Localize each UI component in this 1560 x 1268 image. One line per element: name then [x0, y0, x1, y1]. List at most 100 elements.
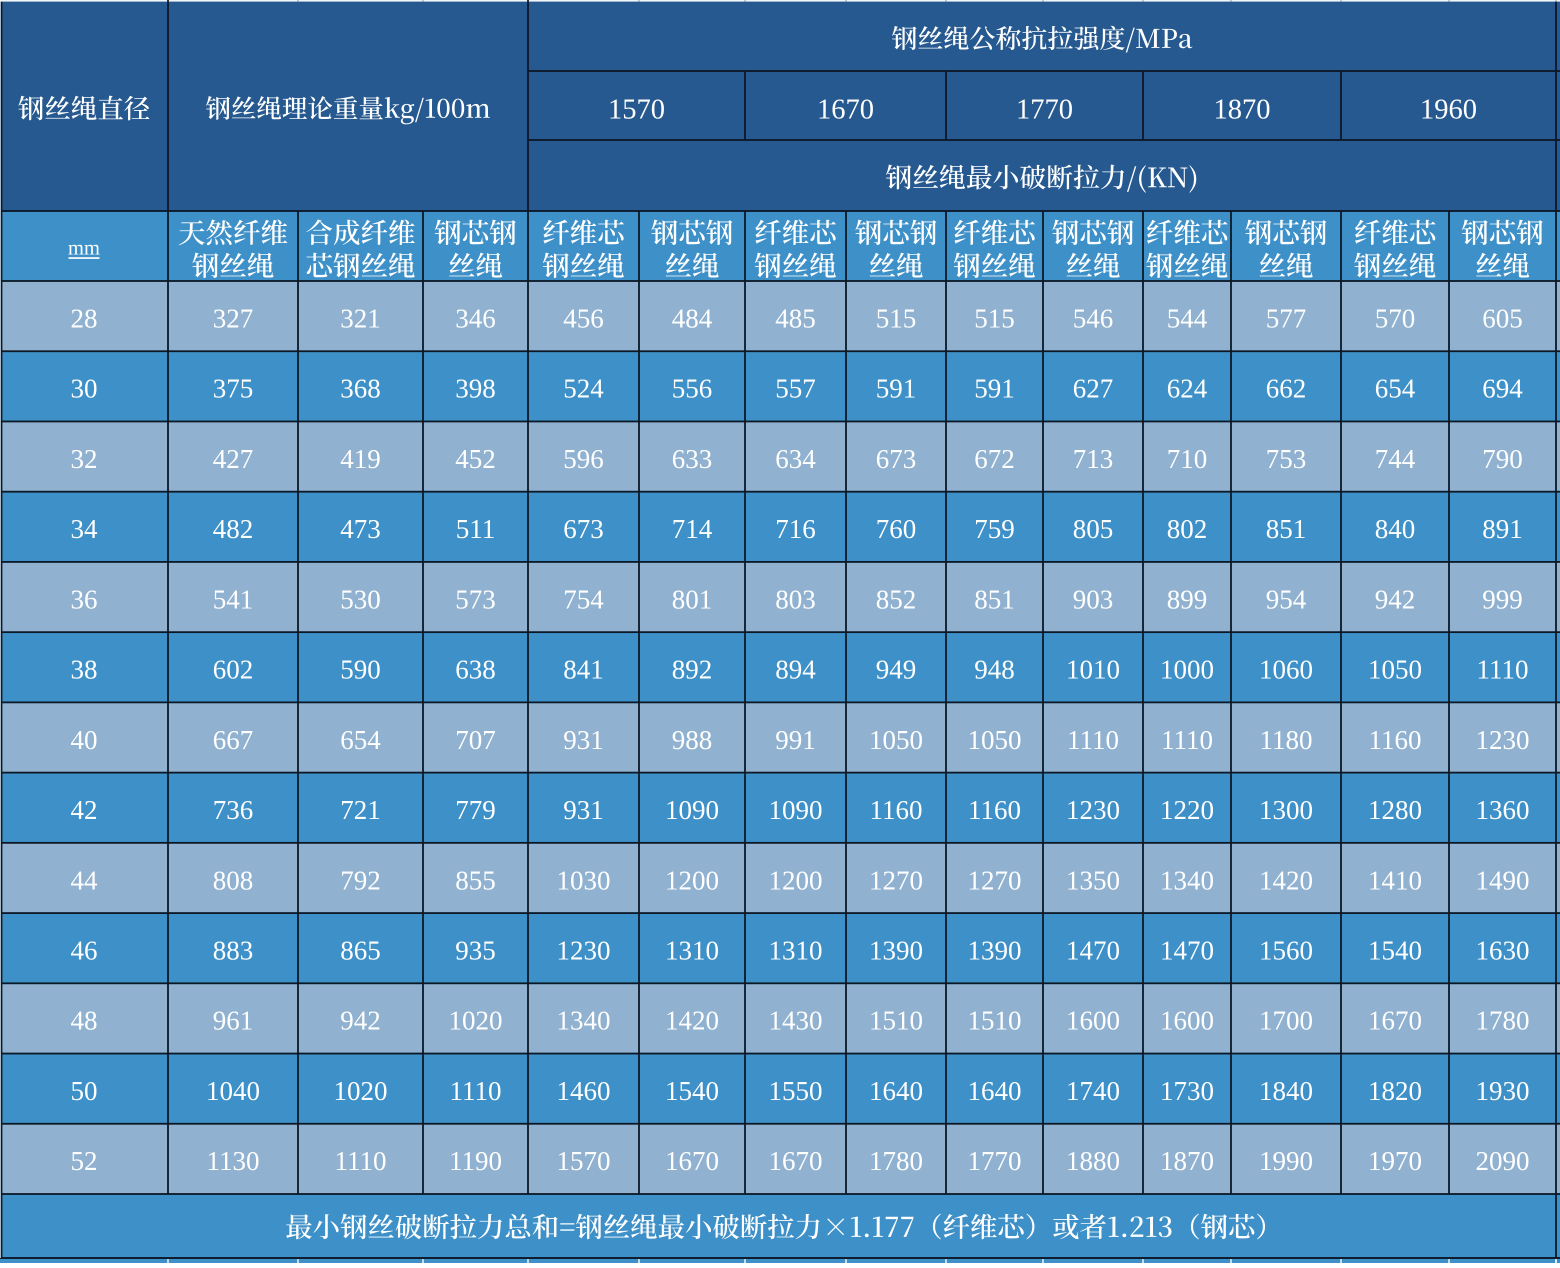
- svg-text:28: 28: [71, 303, 98, 333]
- svg-text:707: 707: [455, 725, 496, 755]
- svg-text:1970: 1970: [1368, 1146, 1422, 1176]
- svg-text:573: 573: [455, 584, 496, 614]
- svg-text:1990: 1990: [1259, 1146, 1313, 1176]
- svg-text:1570: 1570: [608, 94, 665, 125]
- svg-text:1640: 1640: [869, 1076, 923, 1106]
- svg-text:1110: 1110: [335, 1146, 387, 1176]
- svg-text:942: 942: [1375, 584, 1416, 614]
- svg-text:694: 694: [1482, 374, 1523, 404]
- svg-text:602: 602: [213, 655, 254, 685]
- svg-text:1840: 1840: [1259, 1076, 1313, 1106]
- svg-text:892: 892: [672, 655, 713, 685]
- svg-text:759: 759: [974, 514, 1015, 544]
- svg-text:760: 760: [876, 514, 917, 544]
- svg-text:999: 999: [1482, 584, 1523, 614]
- svg-text:44: 44: [71, 865, 99, 895]
- svg-text:667: 667: [213, 725, 254, 755]
- svg-text:841: 841: [563, 655, 604, 685]
- svg-text:753: 753: [1266, 444, 1307, 474]
- svg-text:931: 931: [563, 795, 604, 825]
- svg-text:1110: 1110: [1477, 655, 1529, 685]
- svg-text:627: 627: [1073, 374, 1114, 404]
- svg-text:1190: 1190: [449, 1146, 502, 1176]
- svg-text:1060: 1060: [1259, 655, 1313, 685]
- svg-text:1420: 1420: [1259, 865, 1313, 895]
- svg-text:1700: 1700: [1259, 1006, 1313, 1036]
- svg-text:736: 736: [213, 795, 254, 825]
- svg-text:988: 988: [672, 725, 713, 755]
- svg-text:1270: 1270: [968, 865, 1022, 895]
- svg-text:638: 638: [455, 655, 496, 685]
- svg-text:714: 714: [672, 514, 713, 544]
- svg-text:42: 42: [71, 795, 98, 825]
- svg-text:1670: 1670: [817, 94, 874, 125]
- svg-text:1740: 1740: [1066, 1076, 1120, 1106]
- svg-text:1230: 1230: [1476, 725, 1530, 755]
- svg-text:mm: mm: [68, 238, 100, 260]
- svg-text:1430: 1430: [769, 1006, 823, 1036]
- svg-text:1280: 1280: [1368, 795, 1422, 825]
- svg-text:1230: 1230: [557, 936, 611, 966]
- svg-text:949: 949: [876, 655, 917, 685]
- svg-text:1780: 1780: [869, 1146, 923, 1176]
- svg-text:744: 744: [1375, 444, 1416, 474]
- svg-text:803: 803: [775, 584, 816, 614]
- svg-text:1670: 1670: [1368, 1006, 1422, 1036]
- svg-text:1110: 1110: [1067, 725, 1119, 755]
- svg-text:1040: 1040: [206, 1076, 260, 1106]
- svg-text:1300: 1300: [1259, 795, 1313, 825]
- svg-text:1770: 1770: [968, 1146, 1022, 1176]
- svg-text:427: 427: [213, 444, 254, 474]
- svg-text:805: 805: [1073, 514, 1114, 544]
- svg-text:754: 754: [563, 584, 604, 614]
- svg-text:36: 36: [71, 584, 98, 614]
- svg-text:1390: 1390: [869, 936, 923, 966]
- svg-text:654: 654: [340, 725, 381, 755]
- svg-text:1230: 1230: [1066, 795, 1120, 825]
- svg-text:398: 398: [455, 374, 496, 404]
- svg-text:591: 591: [876, 374, 917, 404]
- svg-text:1360: 1360: [1476, 795, 1530, 825]
- svg-text:1030: 1030: [557, 865, 611, 895]
- svg-text:1640: 1640: [968, 1076, 1022, 1106]
- svg-text:808: 808: [213, 865, 254, 895]
- svg-text:50: 50: [71, 1076, 98, 1106]
- svg-text:556: 556: [672, 374, 713, 404]
- svg-text:1390: 1390: [968, 936, 1022, 966]
- svg-text:524: 524: [563, 374, 604, 404]
- svg-text:942: 942: [340, 1006, 381, 1036]
- svg-text:1130: 1130: [207, 1146, 260, 1176]
- svg-text:716: 716: [775, 514, 816, 544]
- svg-text:662: 662: [1266, 374, 1307, 404]
- svg-text:321: 321: [340, 303, 381, 333]
- svg-text:2090: 2090: [1476, 1146, 1530, 1176]
- svg-text:473: 473: [340, 514, 381, 544]
- svg-text:852: 852: [876, 584, 917, 614]
- svg-text:52: 52: [71, 1146, 98, 1176]
- svg-text:855: 855: [455, 865, 496, 895]
- svg-text:30: 30: [71, 374, 98, 404]
- svg-text:1020: 1020: [449, 1006, 503, 1036]
- svg-text:1820: 1820: [1368, 1076, 1422, 1106]
- svg-text:1600: 1600: [1066, 1006, 1120, 1036]
- svg-text:577: 577: [1266, 303, 1307, 333]
- svg-text:1270: 1270: [869, 865, 923, 895]
- svg-text:948: 948: [974, 655, 1015, 685]
- svg-text:961: 961: [213, 1006, 254, 1036]
- svg-text:672: 672: [974, 444, 1015, 474]
- svg-text:721: 721: [340, 795, 381, 825]
- svg-text:654: 654: [1375, 374, 1416, 404]
- svg-text:1960: 1960: [1420, 94, 1477, 125]
- svg-text:710: 710: [1167, 444, 1208, 474]
- svg-text:634: 634: [775, 444, 816, 474]
- svg-text:790: 790: [1482, 444, 1523, 474]
- svg-text:40: 40: [71, 725, 98, 755]
- svg-text:515: 515: [876, 303, 917, 333]
- svg-text:1310: 1310: [769, 936, 823, 966]
- svg-text:1560: 1560: [1259, 936, 1313, 966]
- svg-text:46: 46: [71, 936, 98, 966]
- svg-text:1020: 1020: [334, 1076, 388, 1106]
- svg-text:346: 346: [455, 303, 496, 333]
- svg-text:546: 546: [1073, 303, 1114, 333]
- svg-text:1470: 1470: [1066, 936, 1120, 966]
